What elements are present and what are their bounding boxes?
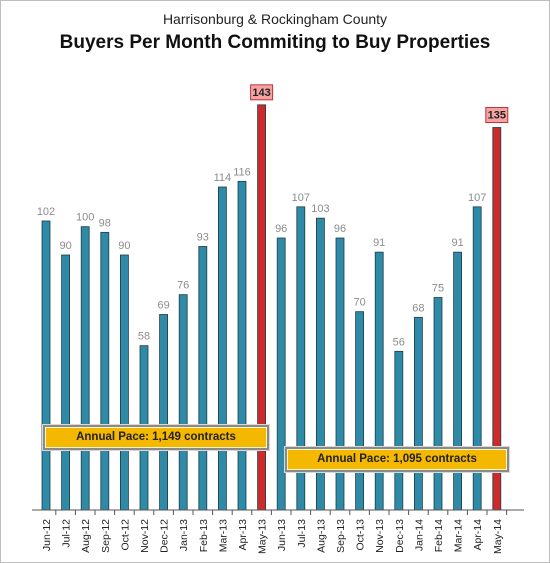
value-label-nov-12: 58 (138, 331, 150, 343)
x-tick-label-nov-13: Nov-13 (374, 519, 386, 553)
x-tick-label-apr-13: Apr-13 (237, 519, 249, 551)
bar-dec-12 (159, 314, 169, 511)
annual-pace-annotation-1: Annual Pace: 1,149 contracts (42, 424, 270, 451)
value-label-oct-13: 70 (353, 297, 365, 309)
x-tick-label-mar-14: Mar-14 (453, 519, 465, 552)
value-label-oct-12: 90 (118, 240, 130, 252)
x-tick-label-jun-12: Jun-12 (41, 519, 53, 551)
value-label-mar-14: 91 (451, 237, 463, 249)
bar-sep-12 (100, 231, 110, 511)
x-tick-label-nov-12: Nov-12 (139, 519, 151, 553)
x-tick-label-aug-13: Aug-13 (315, 519, 327, 553)
bar-aug-12 (80, 226, 90, 511)
bar-oct-13 (355, 311, 365, 511)
value-label-feb-13: 93 (197, 232, 209, 244)
x-tick-label-may-13: May-13 (257, 519, 269, 554)
x-tick-label-jan-13: Jan-13 (178, 519, 190, 551)
x-axis: Jun-12 Jul-12 Aug-12 Sep-12 Oct-12 Nov-12 Dec-… (32, 509, 524, 554)
bar-mar-13 (217, 186, 227, 511)
x-tick-label-may-14: May-14 (492, 519, 504, 554)
bar-jun-12 (41, 220, 51, 511)
x-tick-label-dec-12: Dec-12 (159, 519, 171, 553)
bar-apr-13 (237, 180, 247, 511)
value-label-mar-13: 114 (214, 172, 232, 184)
value-label-apr-13: 116 (233, 166, 251, 178)
value-label-aug-12: 100 (76, 212, 94, 224)
x-tick-label-jul-12: Jul-12 (61, 519, 73, 548)
highlight-label-may-13: 143 (250, 84, 274, 101)
value-label-jan-14: 68 (412, 302, 424, 314)
value-label-box (485, 107, 509, 123)
chart-subtitle: Harrisonburg & Rockingham County (162, 11, 388, 27)
bar-oct-12 (120, 254, 129, 511)
bar-jun-13 (276, 237, 286, 511)
value-label-jul-12: 90 (59, 240, 71, 252)
x-tick-label-feb-13: Feb-13 (198, 519, 210, 552)
x-tick-label-jun-13: Jun-13 (276, 519, 288, 551)
value-label-aug-13: 103 (311, 203, 329, 215)
chart-title: Buyers Per Month Commiting to Buy Proper… (59, 32, 491, 53)
value-label-sep-13: 96 (334, 223, 346, 235)
x-tick-label-aug-12: Aug-12 (80, 519, 92, 553)
bar-feb-14 (433, 297, 443, 511)
x-tick-label-feb-14: Feb-14 (433, 519, 445, 552)
value-label-jun-13: 96 (275, 223, 287, 235)
value-label-sep-12: 98 (99, 217, 111, 229)
value-label-may-13: 143 (252, 87, 270, 99)
x-tick-label-dec-13: Dec-13 (394, 519, 406, 553)
annual-pace-annotation-2: Annual Pace: 1,095 contracts (284, 446, 510, 473)
value-label-jan-13: 76 (177, 280, 189, 292)
bar-feb-13 (198, 246, 208, 511)
bar-jan-14 (413, 316, 423, 511)
x-tick-label-sep-12: Sep-12 (100, 519, 112, 553)
value-label-feb-14: 75 (432, 283, 444, 295)
highlight-label-may-14: 135 (485, 107, 509, 123)
bar-jan-13 (178, 294, 188, 511)
value-label-dec-13: 56 (393, 336, 405, 348)
x-tick-label-mar-13: Mar-13 (217, 519, 229, 552)
x-tick-label-jan-14: Jan-14 (413, 519, 425, 551)
value-label-jul-13: 107 (292, 192, 310, 204)
x-tick-label-sep-13: Sep-13 (335, 519, 347, 553)
value-label-nov-13: 91 (373, 237, 385, 249)
value-label-box (250, 84, 274, 101)
value-label-dec-12: 69 (157, 300, 169, 312)
value-label-jun-12: 102 (37, 206, 55, 218)
value-label-may-14: 135 (488, 110, 506, 122)
x-tick-label-jul-13: Jul-13 (296, 519, 308, 548)
x-tick-label-apr-14: Apr-14 (472, 519, 484, 551)
value-label-apr-14: 107 (468, 192, 486, 204)
bar-dec-13 (394, 350, 404, 511)
x-tick-label-oct-13: Oct-13 (355, 519, 367, 551)
x-tick-label-oct-12: Oct-12 (119, 519, 131, 551)
bar-jul-12 (61, 254, 70, 511)
